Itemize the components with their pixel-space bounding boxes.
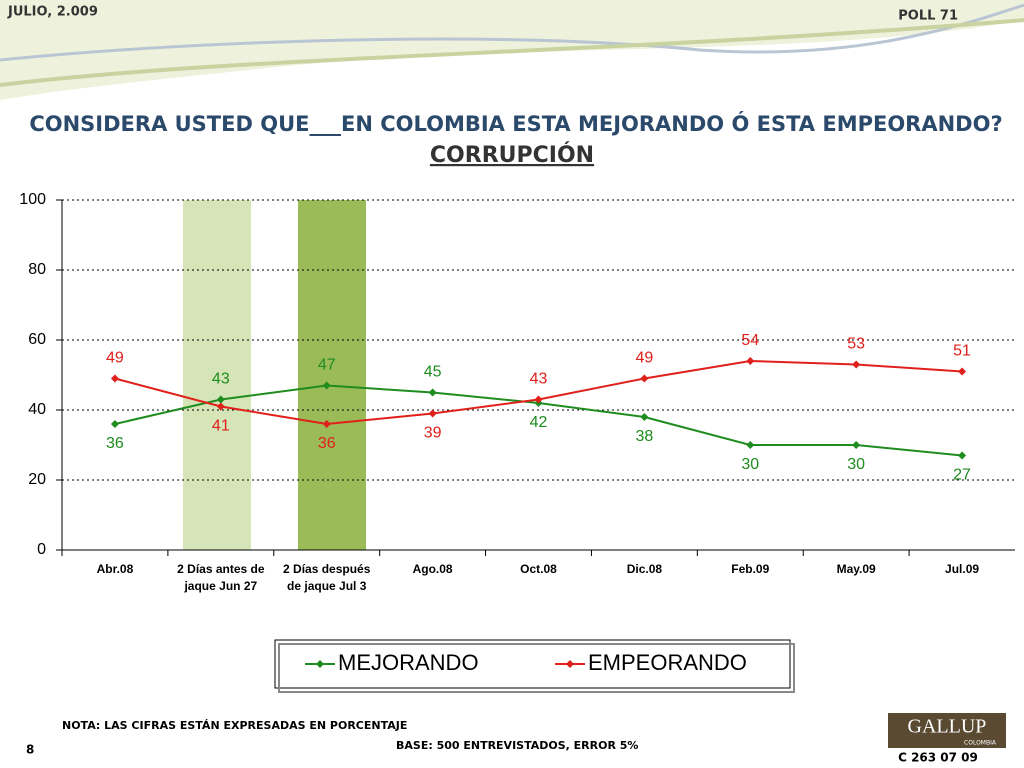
x-tick-label: Ago.08 — [412, 562, 453, 576]
y-tick-label: 40 — [28, 401, 46, 418]
header-swoosh — [0, 18, 1024, 87]
marker — [958, 451, 967, 460]
note: NOTA: LAS CIFRAS ESTÁN EXPRESADAS EN POR… — [62, 719, 407, 732]
x-tick-label: 2 Días antes de jaque Jun 27 — [177, 562, 265, 593]
code: C 263 07 09 — [898, 751, 978, 765]
date: JULIO, 2.009 — [7, 5, 98, 20]
data-label: 42 — [530, 414, 548, 431]
logo: GALLUP — [908, 716, 987, 738]
marker — [640, 374, 649, 383]
data-label: 36 — [106, 435, 124, 452]
marker — [852, 360, 861, 369]
marker — [322, 381, 331, 390]
marker — [534, 395, 543, 404]
data-label: 30 — [847, 456, 865, 473]
chart-subtitle: CORRUPCIÓN — [430, 142, 594, 168]
data-label: 38 — [635, 428, 653, 445]
x-tick-label: Abr.08 — [96, 562, 134, 576]
marker — [216, 402, 225, 411]
x-tick-label: Oct.08 — [520, 562, 557, 576]
marker — [640, 413, 649, 421]
data-label: 36 — [318, 435, 336, 452]
y-tick-label: 100 — [19, 191, 46, 208]
marker — [852, 441, 861, 449]
highlight-band — [298, 200, 366, 550]
data-label: 49 — [635, 350, 653, 367]
logo-box — [888, 713, 1006, 748]
x-tick-label: Jul.09 — [945, 562, 980, 576]
base: BASE: 500 ENTREVISTADOS, ERROR 5% — [396, 739, 638, 752]
data-label: 30 — [741, 456, 759, 473]
legend-shadow — [278, 643, 795, 693]
data-label: 39 — [424, 425, 442, 442]
chart-title: CONSIDERA USTED QUE___EN COLOMBIA ESTA M… — [29, 111, 1002, 136]
y-tick-label: 80 — [28, 261, 46, 278]
data-label: 49 — [106, 350, 124, 367]
data-label: 54 — [741, 332, 759, 349]
x-tick-label: Feb.09 — [731, 562, 770, 576]
poll: POLL 71 — [898, 9, 958, 24]
marker — [746, 441, 755, 449]
y-tick-label: 20 — [28, 471, 46, 488]
data-label: 53 — [847, 336, 865, 353]
data-label: 27 — [953, 467, 971, 484]
x-tick-label: Dic.08 — [626, 562, 663, 576]
data-label: 43 — [212, 371, 230, 388]
legend-box — [274, 639, 791, 689]
data-label: 43 — [530, 371, 548, 388]
legend-marker — [316, 660, 324, 668]
marker — [322, 420, 331, 428]
x-tick-label: 2 Días después de jaque Jul 3 — [283, 562, 371, 593]
data-label: 45 — [424, 364, 442, 381]
marker — [428, 409, 437, 418]
legend-label: MEJORANDO — [338, 650, 479, 675]
highlight-band — [183, 200, 251, 550]
marker — [428, 388, 437, 397]
logo-sub: COLOMBIA — [964, 740, 997, 747]
marker — [746, 357, 755, 365]
page-number: 8 — [26, 743, 34, 757]
data-label: 41 — [212, 418, 230, 435]
y-tick-label: 60 — [28, 331, 46, 348]
marker — [110, 420, 119, 428]
marker — [958, 367, 967, 376]
marker — [110, 374, 119, 383]
data-label: 47 — [318, 357, 336, 374]
marker — [216, 395, 225, 404]
y-tick-label: 0 — [37, 541, 46, 558]
x-tick-label: May.09 — [836, 562, 876, 576]
data-label: 51 — [953, 343, 971, 360]
legend-label: EMPEORANDO — [588, 650, 747, 675]
legend-marker — [566, 660, 574, 668]
